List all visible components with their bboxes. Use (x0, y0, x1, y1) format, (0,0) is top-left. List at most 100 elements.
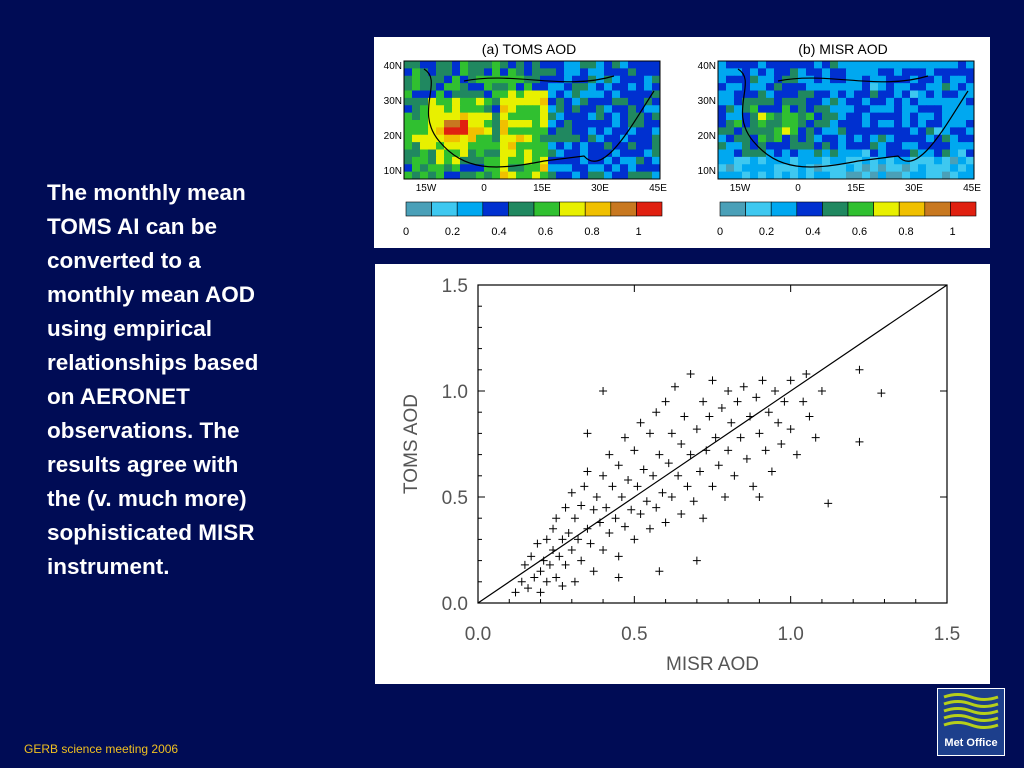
map-cell (854, 97, 863, 106)
map-cell (894, 120, 903, 128)
map-cell (718, 68, 727, 77)
map-cell (894, 105, 903, 114)
map-cell (966, 90, 975, 99)
x-tick-label: 1.5 (934, 624, 960, 645)
map-cell (878, 171, 887, 180)
scatter-point (702, 446, 711, 455)
map-cell (468, 127, 477, 136)
map-cell (774, 75, 783, 84)
map-cell (862, 61, 871, 69)
map-cell (958, 112, 967, 121)
map-cell (774, 83, 783, 91)
map-cell (734, 75, 743, 84)
map-cell (934, 164, 943, 173)
map-cell (492, 127, 501, 136)
map-cell (742, 97, 751, 106)
map-cell (420, 61, 429, 69)
map-cell (870, 142, 879, 150)
map-cell (412, 127, 421, 136)
map-cell (540, 90, 549, 99)
map-cell (798, 75, 807, 84)
map-cell (532, 120, 541, 128)
map-cell (830, 127, 839, 136)
map-cell (564, 90, 573, 99)
map-cell (508, 90, 517, 99)
map-cell (524, 61, 533, 69)
map-cell (774, 112, 783, 121)
colorbar-label: 0.2 (759, 226, 774, 238)
map-cell (580, 127, 589, 136)
map-cell (934, 112, 943, 121)
map-cell (652, 90, 661, 99)
map-cell (652, 68, 661, 77)
scatter-point (583, 429, 592, 438)
map-cell (886, 61, 895, 69)
map-cell (854, 75, 863, 84)
map-cell (564, 127, 573, 136)
scatter-point (667, 493, 676, 501)
map-cell (894, 142, 903, 150)
map-cell (588, 97, 597, 106)
map-cell (588, 112, 597, 121)
map-cell (476, 112, 485, 121)
colorbar-label: 0.2 (445, 226, 460, 238)
map-cell (966, 127, 975, 136)
map-cell (524, 68, 533, 77)
map-cell (846, 142, 855, 150)
scatter-point (730, 471, 739, 480)
map-cell (846, 83, 855, 91)
map-cell (894, 171, 903, 180)
map-cell (798, 83, 807, 91)
map-cell (524, 149, 533, 158)
map-cell (556, 171, 565, 180)
map-cell (452, 112, 461, 121)
map-cell (878, 164, 887, 173)
map-cell (628, 156, 637, 165)
map-cell (652, 164, 661, 173)
map-cell (628, 90, 637, 99)
map-cell (492, 149, 501, 158)
map-cell (966, 156, 975, 165)
colorbar-swatch (898, 201, 926, 217)
map-cell (806, 127, 815, 136)
map-cell (436, 127, 445, 136)
map-cell (540, 112, 549, 121)
scatter-point (692, 556, 701, 565)
map-cell (572, 83, 581, 91)
map-cell (452, 149, 461, 158)
map-cell (774, 105, 783, 114)
map-cell (926, 164, 935, 173)
map-cell (524, 97, 533, 106)
map-cell (588, 142, 597, 150)
map-cell (726, 164, 735, 173)
map-cell (588, 75, 597, 84)
map-cell (436, 142, 445, 150)
map-cell (636, 75, 645, 84)
map-cell (790, 171, 799, 180)
map-cell (636, 105, 645, 114)
map-cell (532, 83, 541, 91)
map-cell (910, 134, 919, 143)
map-cell (412, 120, 421, 128)
map-cell (942, 105, 951, 114)
map-cell (540, 97, 549, 106)
map-cell (942, 127, 951, 136)
map-cell (854, 83, 863, 91)
scatter-point (649, 471, 658, 480)
scatter-point (742, 454, 751, 463)
map-cell (926, 68, 935, 77)
map-cell (766, 83, 775, 91)
map-cell (726, 142, 735, 150)
map-title: (a) TOMS AOD (482, 41, 576, 57)
map-cell (910, 120, 919, 128)
body-text-line: The monthly mean (47, 180, 246, 205)
map-cell (524, 134, 533, 143)
map-cell (484, 127, 493, 136)
map-cell (484, 90, 493, 99)
map-cell (782, 127, 791, 136)
map-cell (404, 120, 413, 128)
map-cell (886, 75, 895, 84)
map-cell (500, 156, 509, 165)
map-cell (428, 68, 437, 77)
colorbar-swatch (610, 201, 637, 217)
